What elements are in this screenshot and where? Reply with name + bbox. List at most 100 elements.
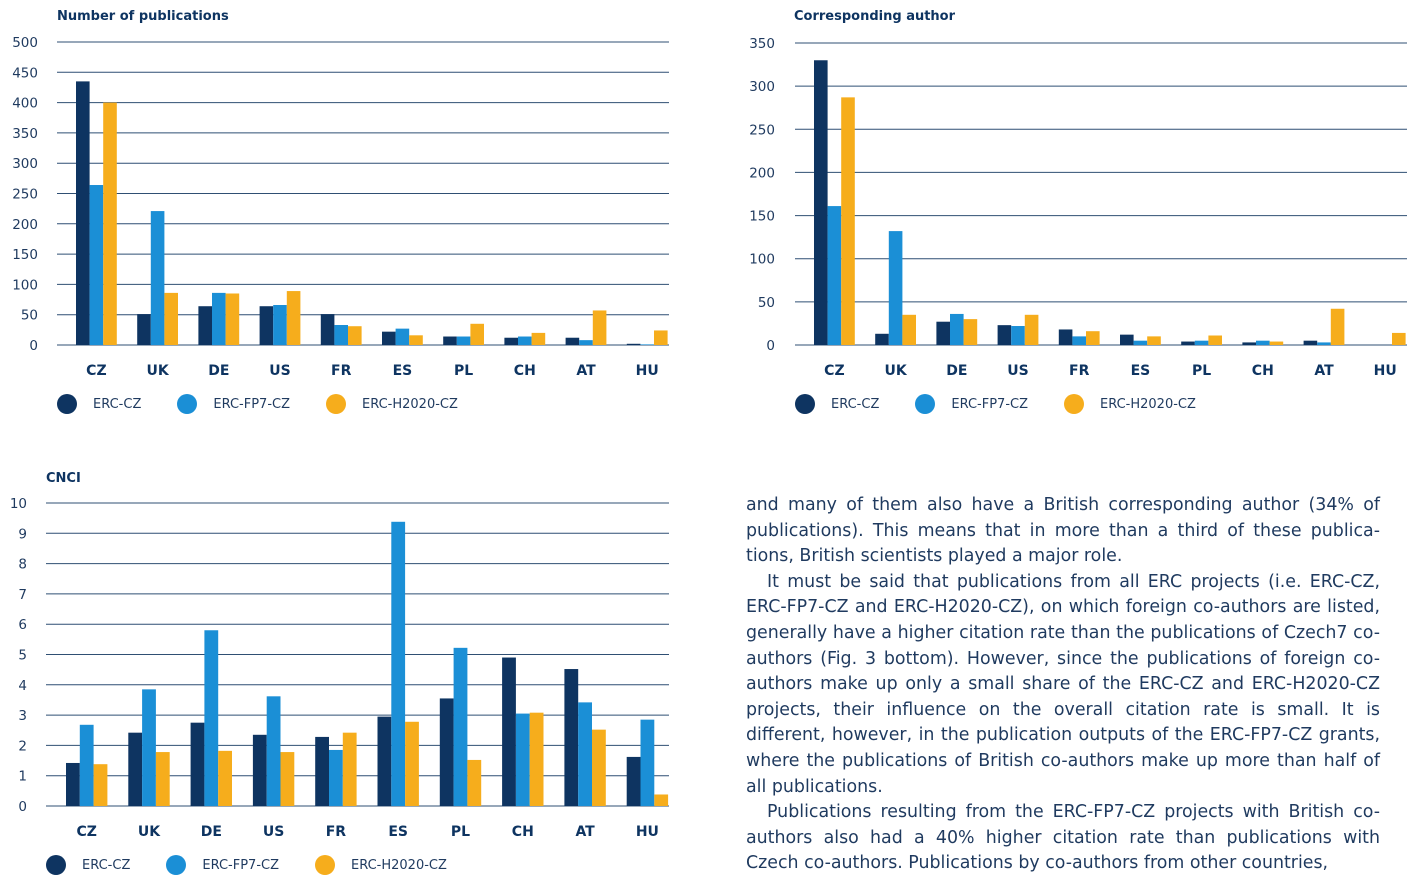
legend-label: ERC-CZ (831, 396, 880, 412)
bar (515, 713, 530, 806)
bar (204, 630, 219, 806)
bar (1058, 329, 1073, 345)
x-tick-label: DE (201, 824, 222, 840)
bar (1147, 336, 1161, 345)
bar (1317, 342, 1331, 345)
bar (1256, 340, 1270, 345)
x-tick-label: US (269, 363, 290, 379)
legend-label: ERC-CZ (82, 857, 131, 873)
body-text: and many of them also have a British cor… (746, 493, 1380, 877)
bar (963, 319, 978, 345)
y-tick-label: 200 (749, 165, 775, 181)
y-tick-label: 350 (12, 126, 38, 142)
bar (76, 81, 90, 345)
bar (467, 759, 482, 806)
x-tick-label: HU (636, 363, 659, 379)
bar (902, 314, 916, 345)
bar (1208, 335, 1222, 345)
x-tick-label: FR (326, 824, 347, 840)
legend-item-erc-fp7-cz: ERC-FP7-CZ (177, 394, 290, 414)
x-tick-label: HU (636, 824, 659, 840)
x-tick-label: FR (331, 363, 352, 379)
paragraph: It must be said that publications from a… (746, 571, 1380, 797)
bar (377, 716, 392, 806)
paragraph: Publications resulting from the ERC-FP7-… (746, 802, 1380, 874)
y-tick-label: 350 (749, 36, 775, 52)
x-tick-label: UK (146, 363, 169, 379)
legend-item-erc-h2020-cz: ERC-H2020-CZ (326, 394, 458, 414)
bar (329, 749, 343, 806)
legend-label: ERC-H2020-CZ (351, 857, 447, 873)
bar (164, 292, 178, 345)
y-tick-label: 0 (18, 799, 27, 815)
bar (1303, 340, 1318, 345)
bar (654, 330, 668, 345)
bar (395, 328, 410, 345)
bar (875, 333, 889, 345)
y-tick-label: 500 (12, 35, 38, 51)
x-tick-label: ES (393, 363, 413, 379)
bar (252, 734, 267, 806)
bar (1024, 314, 1039, 345)
bar (142, 689, 156, 806)
erc-fp7-cz-swatch (915, 394, 936, 414)
bar (1269, 341, 1284, 345)
y-tick-label: 0 (29, 338, 38, 354)
x-tick-label: FR (1069, 363, 1090, 379)
legend-label: ERC-H2020-CZ (1100, 396, 1196, 412)
cnci-plot: 0 1 2 3 4 5 6 7 8 9 10 CZ UK DE US FR ES PL CH AT HU (10, 496, 669, 840)
chart-title: CNCI (46, 471, 81, 486)
bar (103, 102, 117, 345)
bar (342, 732, 357, 806)
y-tick-label: 200 (12, 217, 38, 233)
erc-fp7-cz-swatch (177, 394, 198, 414)
bar (456, 336, 471, 345)
x-tick-label: DE (208, 363, 229, 379)
bar (405, 721, 419, 806)
y-tick-label: 1 (18, 769, 27, 785)
bar (950, 313, 964, 345)
corresponding-author-chart: Corresponding author 0 50 100 150 200 250 300 3… (740, 0, 1415, 420)
y-tick-label: 100 (12, 277, 38, 293)
bar (409, 335, 423, 345)
legend-label: ERC-FP7-CZ (202, 857, 279, 873)
y-tick-label: 10 (10, 496, 27, 512)
bar (453, 647, 468, 806)
corresponding-author-plot: 0 50 100 150 200 250 300 350 CZ UK DE US FR ES PL CH AT H… (749, 36, 1407, 379)
bar (518, 336, 532, 345)
x-tick-label: US (263, 824, 284, 840)
x-tick-label: UK (884, 363, 907, 379)
bar (320, 314, 335, 345)
bar (273, 305, 287, 345)
bar (626, 756, 641, 806)
y-tick-label: 6 (18, 617, 27, 633)
bar (443, 336, 457, 345)
chart-title: Corresponding author (794, 9, 956, 24)
bar (997, 325, 1012, 345)
bar (1072, 336, 1086, 345)
legend-item-erc-cz: ERC-CZ (46, 855, 130, 875)
y-tick-label: 7 (18, 587, 27, 603)
y-tick-label: 100 (749, 252, 775, 268)
bar (1120, 334, 1134, 345)
x-tick-label: AT (575, 824, 595, 840)
publications-chart: Number of publications 0 50 100 150 200 250 30… (0, 0, 690, 420)
bar (578, 702, 592, 806)
bar (827, 206, 842, 345)
bar (382, 331, 396, 345)
bar (1133, 340, 1148, 345)
y-tick-label: 50 (758, 295, 775, 311)
x-tick-label: PL (1192, 363, 1211, 379)
bar (198, 306, 212, 345)
bar (128, 732, 143, 806)
bar (531, 332, 546, 345)
bar (286, 291, 301, 345)
erc-cz-swatch (46, 855, 66, 875)
bar (89, 185, 104, 345)
bar (79, 724, 94, 806)
y-tick-label: 400 (12, 96, 38, 112)
x-tick-label: CH (514, 363, 536, 379)
bar (565, 337, 580, 345)
bar (1181, 341, 1195, 345)
bar (814, 60, 828, 345)
